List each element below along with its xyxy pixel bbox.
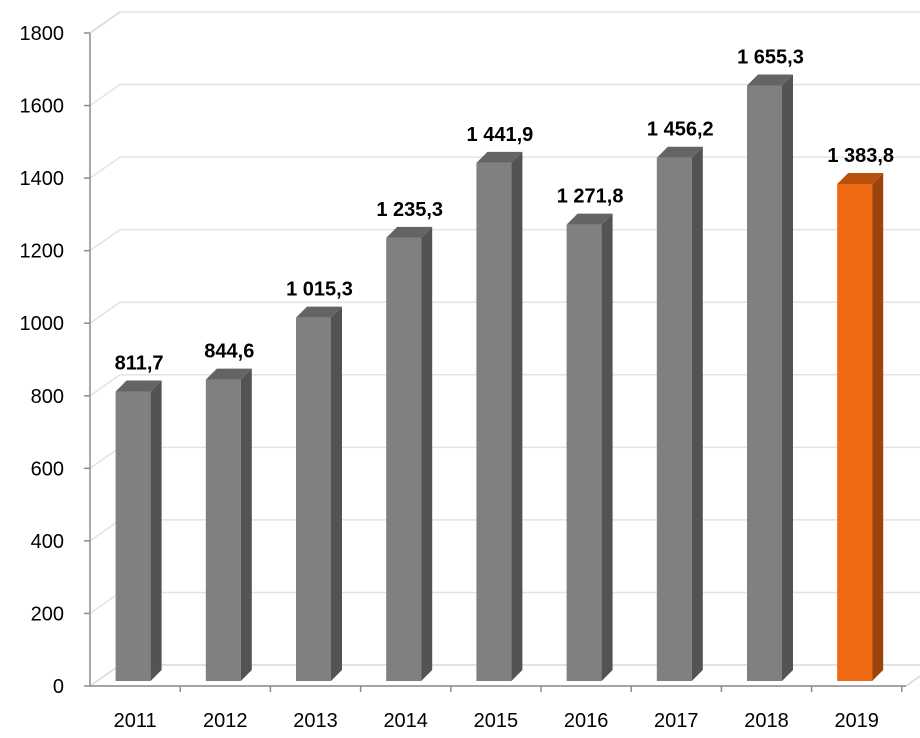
bar[interactable] (115, 380, 162, 681)
bar-top (205, 368, 252, 380)
bar[interactable] (747, 74, 793, 681)
bar-side (421, 226, 433, 682)
bar[interactable] (837, 172, 884, 682)
bars-layer (115, 74, 884, 682)
bar-front (837, 183, 873, 682)
y-tick-label: 0 (53, 676, 64, 698)
bar-value-label: 1 235,3 (376, 199, 443, 221)
y-tick-label: 200 (31, 603, 64, 625)
x-tick-label: 2011 (114, 710, 157, 732)
bar-front (386, 237, 422, 682)
bar[interactable] (386, 226, 433, 682)
x-tick-label: 2015 (474, 710, 519, 732)
bar-front (656, 157, 692, 681)
gridline (89, 11, 920, 34)
bar-front (566, 224, 602, 682)
labels-layer: 811,7 844,6 1 015,3 1 235,3 1 441,9 1 271,8 1 … (115, 46, 894, 374)
bar-front (476, 162, 512, 682)
bar-top (296, 306, 342, 318)
bar-side (691, 146, 703, 681)
y-tick-label: 1200 (20, 241, 65, 263)
y-axis-depth (89, 11, 121, 34)
y-tick-label: 1600 (20, 96, 65, 118)
y-tick-label: 600 (31, 458, 64, 480)
bar-value-label: 1 655,3 (737, 46, 804, 68)
bar-top (476, 151, 523, 163)
bar-front (747, 85, 782, 681)
bar[interactable] (296, 306, 342, 681)
bar-value-label: 844,6 (204, 341, 254, 363)
bar-value-label: 1 271,8 (557, 186, 624, 208)
bar-top (747, 74, 793, 86)
bar[interactable] (566, 213, 613, 682)
bar-top (837, 172, 884, 184)
bar-side (511, 151, 523, 682)
bar-side (150, 380, 162, 681)
x-tick-label: 2018 (744, 710, 789, 732)
x-tick-label: 2014 (383, 710, 428, 732)
x-tick-label: 2019 (834, 710, 879, 732)
y-tick-label: 1400 (20, 168, 65, 190)
bar-side (782, 74, 793, 681)
gridline (89, 83, 920, 107)
bar-side (601, 213, 613, 682)
bar-top (115, 380, 162, 392)
bar-value-label: 1 456,2 (647, 119, 714, 141)
bar-side (872, 172, 884, 682)
y-tick-label: 400 (31, 531, 64, 553)
y-tick-label: 1000 (20, 313, 65, 335)
bar-value-label: 1 441,9 (467, 124, 534, 146)
axis-layer: 0 200 400 600 800 1000 1200 1400 1600 1800 2011 201… (20, 11, 906, 732)
y-tick-label: 800 (31, 386, 64, 408)
bar[interactable] (656, 146, 703, 681)
bar-side (331, 306, 342, 681)
bar-value-label: 1 383,8 (827, 145, 894, 167)
bar[interactable] (476, 151, 523, 682)
bar-value-label: 811,7 (115, 353, 164, 375)
x-tick-label: 2016 (564, 710, 609, 732)
bar[interactable] (205, 368, 252, 681)
bar-top (386, 226, 433, 238)
y-tick-label: 1800 (20, 23, 65, 45)
x-tick-label: 2012 (203, 710, 248, 732)
bar-side (240, 368, 252, 681)
bar-top (656, 146, 703, 158)
bar-top (566, 213, 613, 225)
bar-value-label: 1 015,3 (286, 279, 353, 301)
x-tick-label: 2017 (654, 710, 699, 732)
bar-front (296, 317, 331, 681)
bar-front (205, 379, 241, 681)
bar-front (115, 391, 151, 681)
x-tick-label: 2013 (293, 710, 338, 732)
